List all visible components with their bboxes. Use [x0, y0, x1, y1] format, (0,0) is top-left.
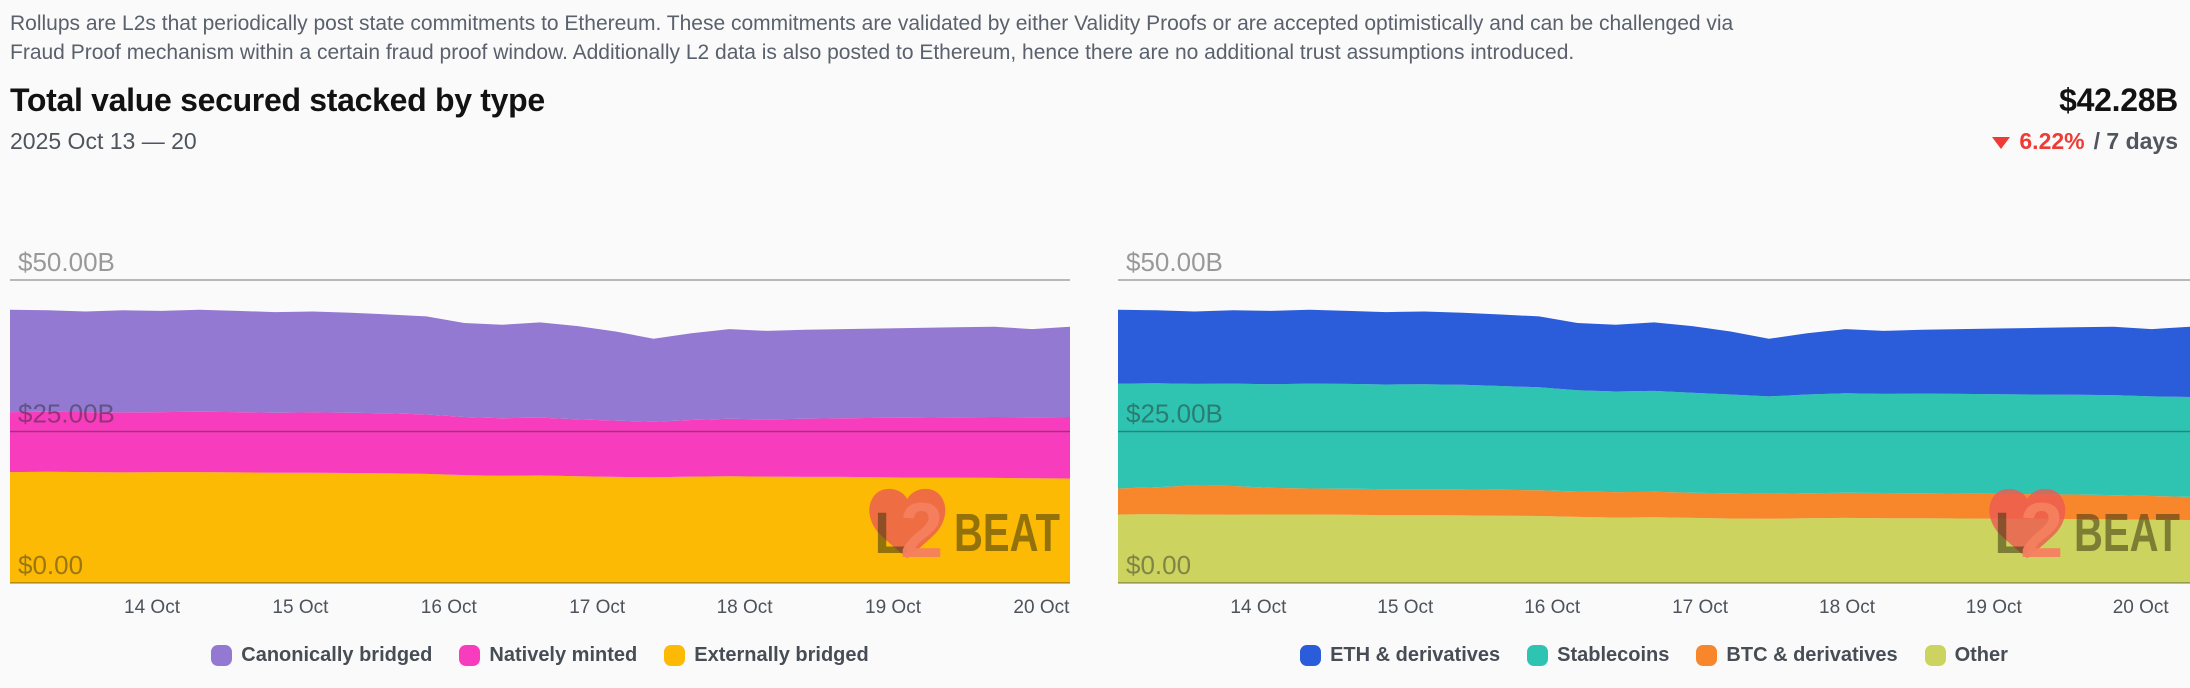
- area-band: [1118, 383, 2190, 497]
- legend-swatch: [1696, 644, 1718, 666]
- chart-block-bridging-type: $50.00B $25.00B $0.00 14 Oct 15 Oct 16 Oct 17 …: [10, 229, 1070, 669]
- change-percent: 6.22%: [2019, 128, 2085, 154]
- area-band: [10, 471, 1070, 583]
- legend-label: ETH & derivatives: [1330, 643, 1501, 666]
- x-axis-label: 20 Oct: [2113, 597, 2170, 618]
- chart-block-asset-type: $50.00B $25.00B $0.00 14 Oct 15 Oct 16 Oct 17 …: [1118, 229, 2190, 669]
- heart-icon: [869, 488, 946, 559]
- legend-label: Other: [1954, 643, 2008, 666]
- legend-swatch: [459, 644, 481, 666]
- legend-bridging-type: Canonically bridged Natively minted Extern…: [10, 641, 1070, 669]
- y-axis-label: $0.00: [1126, 550, 1191, 580]
- heart-icon: [1989, 488, 2066, 559]
- svg-text:BEAT: BEAT: [2074, 503, 2180, 563]
- x-axis-label: 15 Oct: [272, 597, 329, 618]
- legend-label: Natively minted: [489, 643, 638, 666]
- area-band: [1118, 485, 2190, 520]
- svg-text:L: L: [874, 501, 909, 566]
- rollup-description-line2: Fraud Proof mechanism within a certain f…: [10, 41, 1575, 64]
- legend-label: BTC & derivatives: [1726, 643, 1898, 666]
- legend-item: Stablecoins: [1527, 644, 1669, 667]
- legend-item: Other: [1924, 643, 2008, 667]
- legend-asset-type: ETH & derivatives Stablecoins BTC & deriva…: [1118, 641, 2190, 669]
- y-axis-label: $25.00B: [1126, 399, 1223, 429]
- area-band: [10, 309, 1070, 422]
- legend-label: Externally bridged: [694, 643, 869, 666]
- legend-swatch: [1527, 644, 1549, 666]
- x-axis-label: 14 Oct: [124, 597, 181, 618]
- x-axis-label: 19 Oct: [865, 597, 922, 618]
- svg-text:BEAT: BEAT: [954, 503, 1060, 563]
- legend-item: ETH & derivatives: [1300, 644, 1500, 667]
- x-axis-label: 19 Oct: [1966, 597, 2023, 618]
- x-axis-label: 14 Oct: [1230, 597, 1287, 618]
- x-axis-label: 18 Oct: [1819, 597, 1876, 618]
- l2beat-watermark: L2 BEAT: [1989, 486, 2180, 574]
- area-band: [10, 411, 1070, 479]
- x-axis-label: 16 Oct: [1524, 597, 1581, 618]
- page-title: Total value secured stacked by type: [10, 82, 545, 118]
- y-axis-label: $50.00B: [18, 247, 115, 277]
- total-value: $42.28B: [2059, 82, 2178, 118]
- x-axis-label: 16 Oct: [421, 597, 478, 618]
- area-band: [1118, 309, 2190, 397]
- x-axis-label: 18 Oct: [717, 597, 774, 618]
- legend-item: Canonically bridged: [211, 644, 432, 667]
- legend-swatch: [1924, 644, 1946, 666]
- svg-text:2: 2: [900, 486, 943, 574]
- rollup-description-line1: Rollups are L2s that periodically post s…: [10, 12, 1734, 35]
- legend-swatch: [1300, 644, 1322, 666]
- legend-swatch: [211, 644, 233, 666]
- svg-text:L: L: [1994, 501, 2029, 566]
- legend-item: BTC & derivatives: [1696, 643, 1898, 667]
- y-axis-label: $0.00: [18, 550, 83, 580]
- legend-label: Canonically bridged: [241, 643, 433, 666]
- date-range: 2025 Oct 13 — 20: [10, 128, 197, 154]
- y-axis-label: $25.00B: [18, 399, 115, 429]
- legend-item: Externally bridged: [664, 644, 869, 667]
- charts-row: $50.00B $25.00B $0.00 14 Oct 15 Oct 16 Oct 17 …: [0, 229, 2190, 669]
- legend-item: Natively minted: [459, 644, 637, 667]
- x-axis-label: 15 Oct: [1377, 597, 1434, 618]
- trend-down-icon: [1992, 137, 2011, 149]
- x-axis-label: 17 Oct: [569, 597, 626, 618]
- legend-label: Stablecoins: [1557, 643, 1670, 666]
- l2beat-watermark: L2 BEAT: [869, 486, 1060, 574]
- tvs-chart-by-bridging-type[interactable]: $50.00B $25.00B $0.00 14 Oct 15 Oct 16 Oct 17 …: [10, 229, 1070, 621]
- tvs-chart-by-asset-type[interactable]: $50.00B $25.00B $0.00 14 Oct 15 Oct 16 Oct 17 …: [1118, 229, 2190, 621]
- x-axis-label: 17 Oct: [1672, 597, 1729, 618]
- legend-swatch: [664, 644, 686, 666]
- change-stat: 6.22% / 7 days: [1992, 128, 2178, 155]
- header-row: Total value secured stacked by type $42.…: [0, 67, 2190, 119]
- x-axis-label: 20 Oct: [1013, 597, 1070, 618]
- y-axis-label: $50.00B: [1126, 247, 1223, 277]
- svg-text:2: 2: [2020, 486, 2063, 574]
- area-band: [1118, 514, 2190, 583]
- change-period: / 7 days: [2093, 128, 2178, 154]
- rollup-description: Rollups are L2s that periodically post s…: [0, 0, 2190, 67]
- sub-header-row: 2025 Oct 13 — 20 6.22% / 7 days: [0, 119, 2190, 155]
